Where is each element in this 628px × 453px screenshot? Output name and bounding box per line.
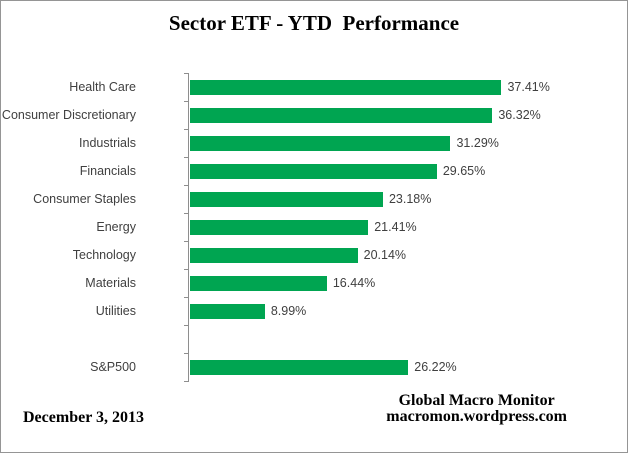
category-label: S&P500 [90,360,136,374]
spacer-row [1,325,627,353]
bar-row: Consumer Discretionary 36.32% [1,101,627,129]
source-url: macromon.wordpress.com [386,408,567,425]
bar [190,303,265,319]
axis-tick [184,325,188,326]
chart-title: Sector ETF - YTD Performance [168,11,460,35]
axis-tick [184,129,188,130]
bar [190,135,451,151]
value-label: 20.14% [363,248,407,262]
axis-tick [184,185,188,186]
bar [190,191,383,207]
category-label: Industrials [79,136,136,150]
axis-tick [184,297,188,298]
axis-tick [184,157,188,158]
category-label: Energy [96,220,136,234]
axis-ticks [184,73,188,382]
bar-row: Utilities 8.99% [1,297,627,325]
bar [190,247,358,263]
bar-row: Materials 16.44% [1,269,627,297]
value-label: 21.41% [374,220,417,234]
category-label: Technology [72,248,136,262]
value-label: 37.41% [507,80,550,94]
axis-tick [184,73,188,74]
value-label: 16.44% [332,276,376,290]
bar-row: Financials 29.65% [1,157,627,185]
bar-track: 23.18% [189,191,522,207]
bar-row: Industrials 31.29% [1,129,627,157]
bar [190,359,409,375]
value-label: 23.18% [388,192,432,206]
axis-tick [184,213,188,214]
axis-tick [184,241,188,242]
value-label: 26.22% [414,360,457,374]
axis-tick [184,353,188,354]
y-axis-line [188,73,189,382]
category-label: Financials [79,164,136,178]
footer-source: Global Macro Monitor macromon.wordpress.… [386,393,567,425]
bar [190,107,493,123]
bar [190,163,437,179]
bar-row: Health Care 37.41% [1,73,627,101]
bar-track: 20.14% [189,247,522,263]
bar [190,79,502,95]
axis-tick [184,269,188,270]
bar-row: Technology 20.14% [1,241,627,269]
bar-row: Energy 21.41% [1,213,627,241]
category-label: Consumer Discretionary [1,108,136,122]
bar-track: 37.41% [189,79,550,95]
category-label: Consumer Staples [33,192,136,206]
bar-track: 36.32% [189,107,541,123]
value-label: 29.65% [442,164,486,178]
value-label: 8.99% [270,304,307,318]
category-label: Utilities [95,304,136,318]
bar-track: 29.65% [189,163,522,179]
bar-track: 16.44% [189,275,522,291]
bar [190,219,369,235]
source-name: Global Macro Monitor [398,392,555,409]
category-label: Health Care [69,80,136,94]
bar-track: 31.29% [189,135,522,151]
bars-group: Health Care 37.41% Consumer Discretionar… [1,73,627,381]
footer-date: December 3, 2013 [23,409,144,426]
category-label: Materials [85,276,136,290]
bar-track: 8.99% [189,303,522,319]
bar [190,275,327,291]
value-label: 36.32% [498,108,541,122]
axis-tick [184,381,188,382]
bar-track: 21.41% [189,219,522,235]
bar-track: 26.22% [189,359,522,375]
value-label: 31.29% [456,136,499,150]
axis-tick [184,101,188,102]
bar-row: Consumer Staples 23.18% [1,185,627,213]
bar-row: S&P500 26.22% [1,353,627,381]
